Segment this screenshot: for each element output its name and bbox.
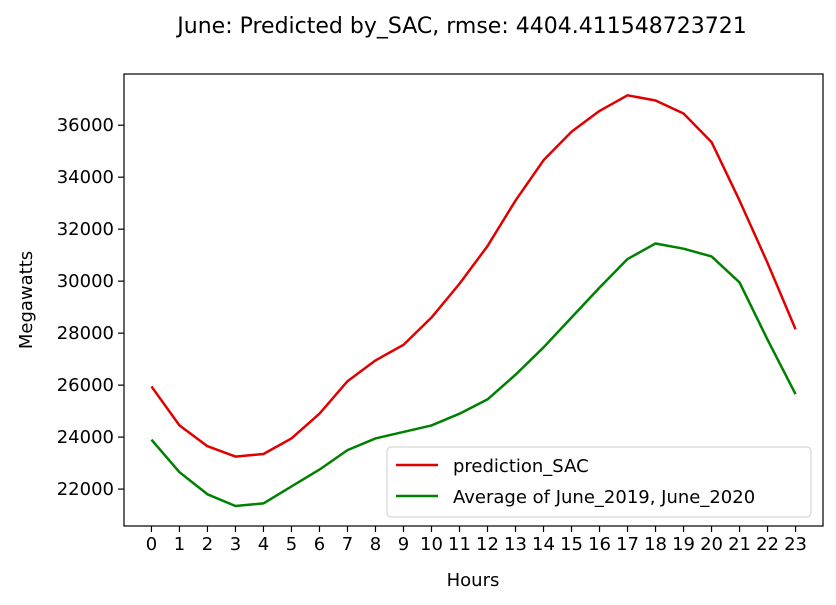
- x-axis-ticks: 0 1 2 3 4 5 6 7 8 9 10 11 12 13 14 15 16 17 18 19 20 21 22 23: [146, 526, 807, 555]
- chart-title: June: Predicted by_SAC, rmse: 4404.41154…: [175, 14, 746, 39]
- x-tick-label: 5: [286, 534, 297, 555]
- series-line-average: [150, 242, 797, 508]
- x-tick-label: 11: [448, 534, 471, 555]
- x-tick-label: 16: [588, 534, 611, 555]
- legend-box: [386, 446, 812, 518]
- x-tick-label: 0: [146, 534, 157, 555]
- legend-label-average: Average of June_2019, June_2020: [453, 487, 755, 508]
- x-tick-label: 12: [476, 534, 499, 555]
- x-tick-label: 10: [420, 534, 443, 555]
- x-tick-label: 9: [398, 534, 409, 555]
- y-tick-label: 24000: [57, 427, 114, 448]
- y-tick-label: 36000: [57, 115, 114, 136]
- x-tick-label: 21: [728, 534, 751, 555]
- y-tick-label: 32000: [57, 219, 114, 240]
- x-tick-label: 23: [784, 534, 807, 555]
- plot-area-frame: [123, 73, 824, 527]
- x-tick-label: 19: [672, 534, 695, 555]
- legend-label-prediction: prediction_SAC: [453, 456, 589, 477]
- y-tick-label: 34000: [57, 167, 114, 188]
- y-axis-label: Megawatts: [16, 251, 37, 349]
- x-tick-label: 7: [342, 534, 353, 555]
- series-lines: [150, 94, 797, 508]
- x-tick-label: 17: [616, 534, 639, 555]
- series-line-prediction: [150, 94, 797, 458]
- y-tick-label: 30000: [57, 271, 114, 292]
- x-axis-label: Hours: [447, 570, 500, 591]
- y-tick-label: 26000: [57, 375, 114, 396]
- x-tick-label: 15: [560, 534, 583, 555]
- y-tick-label: 22000: [57, 479, 114, 500]
- x-tick-label: 1: [174, 534, 185, 555]
- x-tick-label: 22: [756, 534, 779, 555]
- legend: prediction_SAC Average of June_2019, Jun…: [386, 446, 812, 518]
- x-tick-label: 6: [314, 534, 325, 555]
- x-tick-label: 3: [230, 534, 241, 555]
- x-tick-label: 20: [700, 534, 723, 555]
- x-tick-label: 14: [532, 534, 555, 555]
- x-tick-label: 8: [370, 534, 381, 555]
- y-axis-ticks: 22000 24000 26000 28000 30000 32000 34000 36000: [57, 115, 124, 500]
- x-tick-label: 2: [202, 534, 213, 555]
- y-tick-label: 28000: [57, 323, 114, 344]
- x-tick-label: 4: [258, 534, 269, 555]
- x-tick-label: 13: [504, 534, 527, 555]
- x-tick-label: 18: [644, 534, 667, 555]
